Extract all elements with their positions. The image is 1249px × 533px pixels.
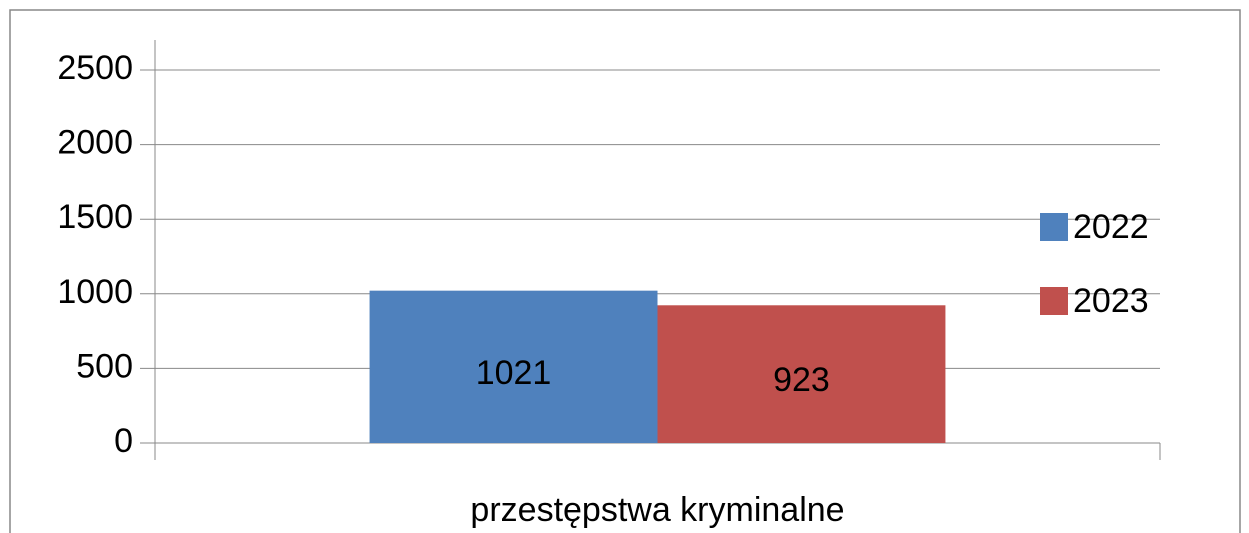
bar [657, 305, 946, 443]
value-label: 1021 [476, 354, 552, 392]
legend-label: 2022 [1073, 208, 1149, 246]
y-tick-label: 2000 [57, 124, 133, 162]
y-tick-label: 1500 [57, 198, 133, 236]
value-label: 923 [773, 361, 830, 399]
bar [369, 290, 658, 443]
legend-swatch [1040, 287, 1068, 315]
y-tick-label: 500 [76, 347, 133, 385]
legend-swatch [1040, 213, 1068, 241]
y-tick-label: 0 [114, 422, 133, 460]
x-tick-label: przestępstwa kryminalne [470, 491, 844, 529]
chart-border [9, 9, 1241, 533]
y-tick-label: 2500 [57, 49, 133, 87]
y-tick-label: 1000 [57, 273, 133, 311]
legend-label: 2023 [1073, 282, 1149, 320]
